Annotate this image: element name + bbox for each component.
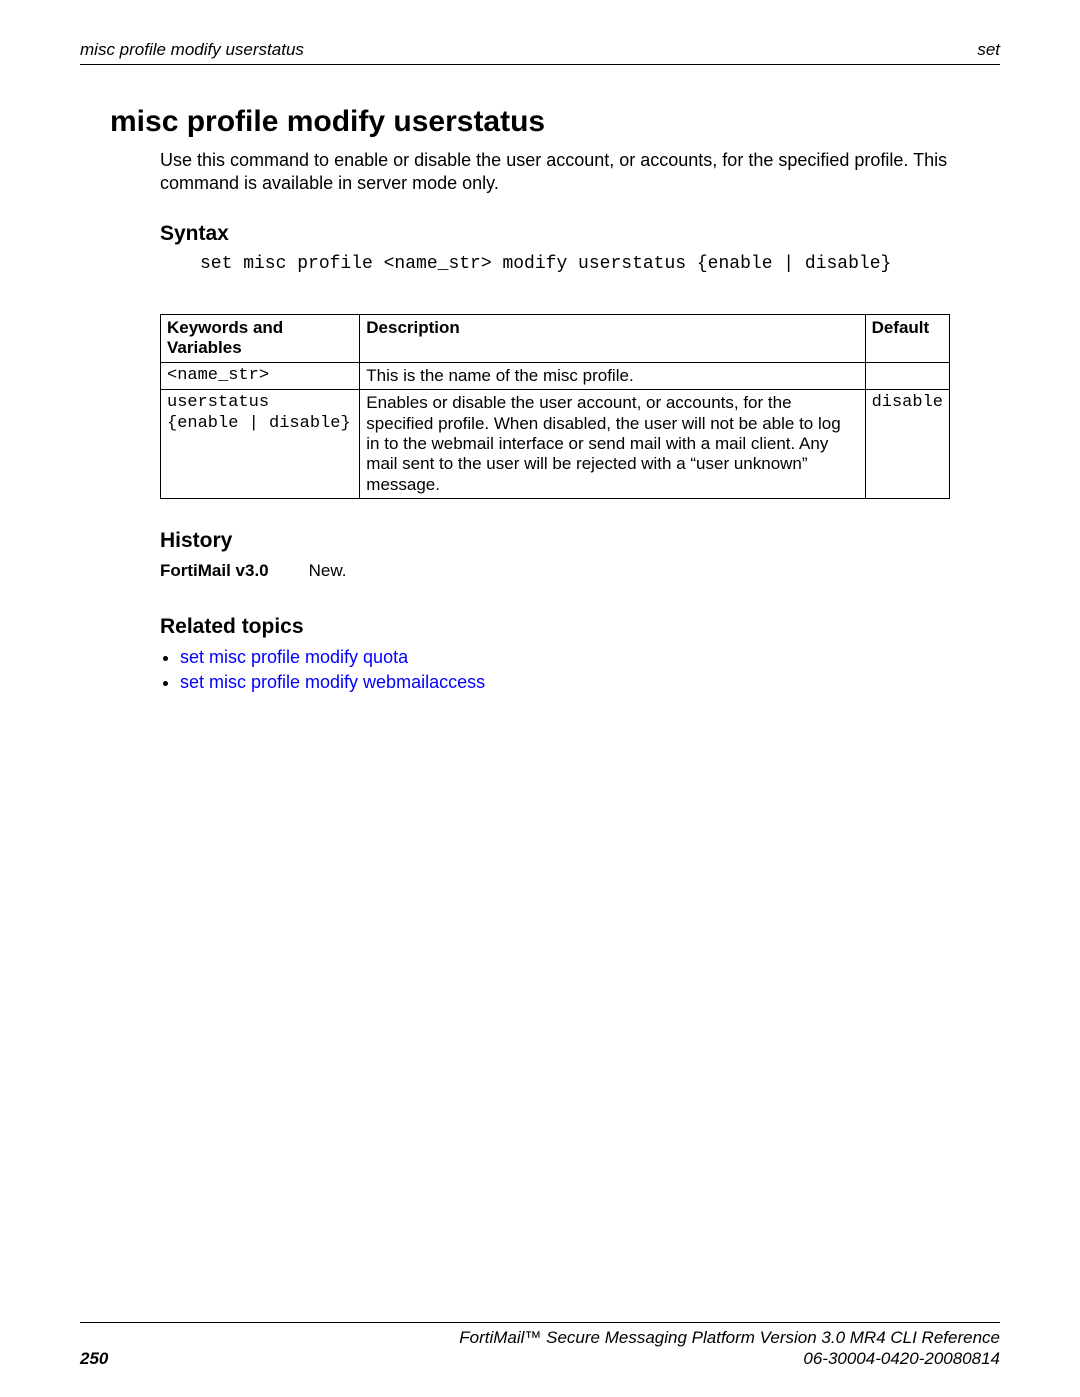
page-title: misc profile modify userstatus (110, 105, 1000, 139)
col-keywords: Keywords and Variables (161, 315, 360, 363)
cell-default (865, 362, 949, 389)
footer-row: 250 FortiMail™ Secure Messaging Platform… (80, 1327, 1000, 1370)
cell-desc: This is the name of the misc profile. (360, 362, 865, 389)
footer-rule (80, 1322, 1000, 1323)
cell-kv: userstatus {enable | disable} (161, 390, 360, 499)
table-row: <name_str> This is the name of the misc … (161, 362, 950, 389)
history-table: FortiMail v3.0 New. (160, 561, 386, 581)
list-item: set misc profile modify webmailaccess (180, 672, 1000, 693)
table-header-row: Keywords and Variables Description Defau… (161, 315, 950, 363)
syntax-heading: Syntax (160, 222, 1000, 246)
related-list: set misc profile modify quota set misc p… (180, 647, 1000, 693)
cell-desc: Enables or disable the user account, or … (360, 390, 865, 499)
col-description: Description (360, 315, 865, 363)
footer-right: FortiMail™ Secure Messaging Platform Ver… (459, 1327, 1000, 1370)
related-link[interactable]: set misc profile modify quota (180, 647, 408, 667)
header-right: set (977, 40, 1000, 60)
page-footer: 250 FortiMail™ Secure Messaging Platform… (80, 1322, 1000, 1370)
footer-doc-id: 06-30004-0420-20080814 (803, 1349, 1000, 1368)
related-heading: Related topics (160, 615, 1000, 639)
header-left: misc profile modify userstatus (80, 40, 304, 60)
intro-paragraph: Use this command to enable or disable th… (160, 149, 1000, 194)
keywords-table: Keywords and Variables Description Defau… (160, 314, 950, 499)
cell-default: disable (865, 390, 949, 499)
col-default: Default (865, 315, 949, 363)
history-row: FortiMail v3.0 New. (160, 561, 386, 581)
running-header: misc profile modify userstatus set (80, 40, 1000, 60)
history-version: FortiMail v3.0 (160, 561, 309, 581)
syntax-code: set misc profile <name_str> modify users… (200, 254, 1000, 274)
page-number: 250 (80, 1349, 108, 1369)
cell-kv: <name_str> (161, 362, 360, 389)
footer-doc-title: FortiMail™ Secure Messaging Platform Ver… (459, 1328, 1000, 1347)
header-rule (80, 64, 1000, 65)
related-link[interactable]: set misc profile modify webmailaccess (180, 672, 485, 692)
page: misc profile modify userstatus set misc … (0, 0, 1080, 693)
list-item: set misc profile modify quota (180, 647, 1000, 668)
table-row: userstatus {enable | disable} Enables or… (161, 390, 950, 499)
history-note: New. (309, 561, 387, 581)
history-heading: History (160, 529, 1000, 553)
